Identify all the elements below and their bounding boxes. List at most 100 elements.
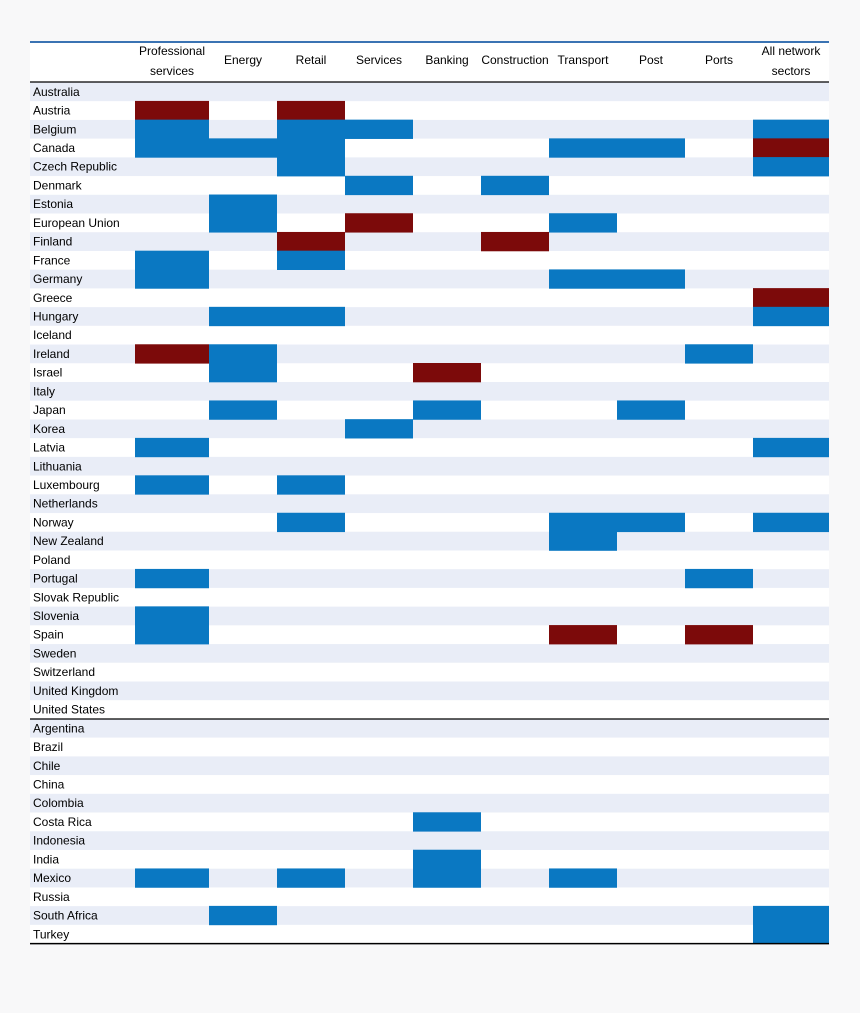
heatmap-cell [549,531,617,551]
row-label: Chile [33,759,61,773]
row-band [30,438,829,457]
heatmap-cell [753,512,829,533]
heatmap-cell [135,437,209,458]
heatmap-cell [753,138,829,158]
heatmap-cell [135,269,209,289]
row-band [30,194,829,214]
row-label: Finland [33,235,72,249]
heatmap-cell [549,512,617,533]
heatmap-cell [685,568,753,589]
row-label: Lithuania [33,459,82,473]
row-label: Belgium [33,122,76,136]
row-label: Korea [33,422,65,436]
heatmap-cell [481,231,549,252]
row-band [30,119,829,139]
row-band [30,625,829,645]
row-label: Austria [33,104,71,118]
row-band [30,587,829,607]
heatmap-cell [135,100,209,121]
heatmap-cell [413,868,481,888]
row-band [30,307,829,326]
row-band [30,325,829,345]
heatmap-cell [753,157,829,177]
heatmap-cell [135,625,209,645]
column-header: All network sectors [762,44,822,78]
row-label: Turkey [33,927,69,941]
row-band [30,82,829,102]
heatmap-cell [277,306,345,327]
row-band [30,288,829,308]
heatmap-cell [753,306,829,327]
row-label: Italy [33,384,55,398]
heatmap-cell [481,175,549,196]
heatmap-cell [277,512,345,533]
column-header: Professional services [139,44,205,78]
heatmap-cell [209,905,277,926]
heatmap-cell [209,213,277,233]
heatmap-cell [549,625,617,645]
row-label: Slovenia [33,609,79,623]
row-label: Japan [33,403,66,417]
heatmap-cell [135,138,209,158]
row-band [30,662,829,682]
column-header: Retail [296,53,327,67]
row-band [30,419,829,439]
row-band [30,644,829,663]
row-label: Iceland [33,328,72,342]
row-label: Netherlands [33,497,98,511]
row-band [30,569,829,588]
row-band [30,157,829,177]
heatmap-cell [413,400,481,420]
row-label: China [33,778,65,792]
heatmap-cell [685,344,753,364]
row-label: Poland [33,553,70,567]
row-label: Denmark [33,178,83,192]
column-header: Post [639,53,664,67]
row-label: New Zealand [33,534,104,548]
row-label: Australia [33,85,80,99]
row-label: United Kingdom [33,684,118,698]
row-label: South Africa [33,909,98,923]
row-label: Greece [33,291,73,305]
row-band [30,831,829,851]
row-band [30,606,829,626]
header-background [30,42,829,82]
row-band [30,513,829,532]
heatmap-cell [209,363,277,383]
heatmap-cell [277,119,345,139]
heatmap-cell [549,269,617,289]
row-label: Canada [33,141,75,155]
row-band [30,756,829,776]
row-band [30,250,829,270]
heatmap-cell [209,344,277,364]
heatmap-cell [135,119,209,139]
row-label: France [33,253,71,267]
heatmap-cell [753,288,829,308]
row-band [30,232,829,251]
row-band [30,906,829,925]
heatmap-cell [277,100,345,121]
row-band [30,456,829,476]
heatmap-cell [277,868,345,888]
row-band [30,494,829,514]
heatmap-cell [413,363,481,383]
row-label: Russia [33,890,70,904]
row-label: Sweden [33,646,76,660]
row-label: Norway [33,515,74,529]
row-label: Portugal [33,572,78,586]
heatmap-cell [413,812,481,832]
heatmap-cell [617,400,685,420]
row-label: Latvia [33,441,65,455]
row-band [30,924,829,944]
heatmap-cell [135,568,209,589]
heatmap-cell [753,437,829,458]
heatmap-cell [135,606,209,626]
row-label: Estonia [33,197,73,211]
row-label: Brazil [33,740,63,754]
row-band [30,550,829,570]
heatmap-cell [277,157,345,177]
row-label: Costa Rica [33,815,92,829]
heatmap-cell [753,119,829,139]
heatmap-cell [209,194,277,214]
